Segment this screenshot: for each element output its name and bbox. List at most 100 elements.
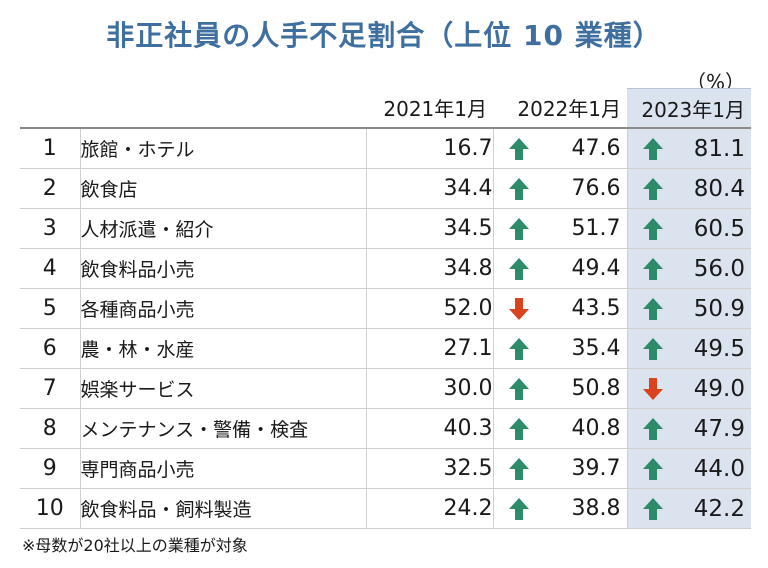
rank-cell: 7 [20,368,81,409]
value-2022: 49.4 [571,256,621,281]
rank-cell: 9 [20,448,81,489]
rank-cell: 2 [20,168,81,209]
value-2023-cell: 42.2 [627,488,751,529]
industry-cell: メンテナンス・警備・検査 [80,408,367,449]
value-2023: 49.5 [693,335,745,362]
table-header-row: 2021年1月 2022年1月 2023年1月 [20,88,751,129]
value-2021-cell: 40.3 [366,408,494,449]
value-2023: 47.9 [693,415,745,442]
rank-cell: 6 [20,328,81,369]
up-arrow-icon [508,377,530,401]
value-2023-cell: 49.0 [627,368,751,409]
value-2021-cell: 32.5 [366,448,494,489]
up-arrow-icon [642,217,664,241]
value-2022-cell: 43.5 [493,288,628,329]
header-2021: 2021年1月 [366,88,493,129]
table-row: 5 各種商品小売 52.0 43.5 50.9 [20,288,751,329]
up-arrow-icon [508,497,530,521]
value-2023: 44.0 [693,455,745,482]
industry-cell: 専門商品小売 [80,448,367,489]
up-arrow-icon [508,177,530,201]
industry-cell: 農・林・水産 [80,328,367,369]
value-2022-cell: 49.4 [493,248,628,289]
up-arrow-icon [642,177,664,201]
value-2023-cell: 49.5 [627,328,751,369]
down-arrow-icon [642,377,664,401]
value-2022: 40.8 [571,416,621,441]
up-arrow-icon [642,457,664,481]
value-2022: 43.5 [571,296,621,321]
value-2021-cell: 24.2 [366,488,494,529]
header-2023: 2023年1月 [627,88,751,129]
up-arrow-icon [508,417,530,441]
value-2022: 35.4 [571,336,621,361]
rank-cell: 5 [20,288,81,329]
value-2023: 42.2 [693,495,745,522]
value-2022-cell: 40.8 [493,408,628,449]
value-2023-cell: 50.9 [627,288,751,329]
table-row: 4 飲食料品小売 34.8 49.4 56.0 [20,248,751,289]
value-2023: 56.0 [693,255,745,282]
industry-cell: 飲食料品小売 [80,248,367,289]
industry-cell: 各種商品小売 [80,288,367,329]
value-2022: 51.7 [571,216,621,241]
table-row: 8 メンテナンス・警備・検査 40.3 40.8 47.9 [20,408,751,449]
value-2022-cell: 47.6 [493,127,628,169]
value-2022: 38.8 [571,496,621,521]
value-2023: 80.4 [693,175,745,202]
value-2021-cell: 27.1 [366,328,494,369]
value-2022: 50.8 [571,376,621,401]
value-2021-cell: 34.5 [366,208,494,249]
table-row: 6 農・林・水産 27.1 35.4 49.5 [20,328,751,369]
up-arrow-icon [642,297,664,321]
value-2021-cell: 34.4 [366,168,494,209]
up-arrow-icon [508,217,530,241]
rank-cell: 3 [20,208,81,249]
value-2023: 81.1 [693,135,745,162]
value-2022-cell: 50.8 [493,368,628,409]
ranking-table: 2021年1月 2022年1月 2023年1月 1 旅館・ホテル 16.7 47.6 8… [20,88,751,529]
value-2022: 76.6 [571,176,621,201]
page-title: 非正社員の人手不足割合（上位 10 業種） [106,19,662,52]
value-2023: 50.9 [693,295,745,322]
industry-cell: 娯楽サービス [80,368,367,409]
industry-cell: 人材派遣・紹介 [80,208,367,249]
value-2023-cell: 60.5 [627,208,751,249]
value-2022-cell: 39.7 [493,448,628,489]
table-row: 1 旅館・ホテル 16.7 47.6 81.1 [20,127,751,169]
industry-cell: 旅館・ホテル [80,127,367,169]
rank-cell: 10 [20,488,81,529]
up-arrow-icon [508,257,530,281]
value-2022: 39.7 [571,456,621,481]
header-rank [20,88,80,129]
value-2022: 47.6 [571,136,621,161]
up-arrow-icon [642,417,664,441]
table-row: 9 専門商品小売 32.5 39.7 44.0 [20,448,751,489]
value-2021-cell: 52.0 [366,288,494,329]
value-2023-cell: 80.4 [627,168,751,209]
rank-cell: 1 [20,127,81,169]
value-2022-cell: 51.7 [493,208,628,249]
value-2023-cell: 44.0 [627,448,751,489]
industry-cell: 飲食店 [80,168,367,209]
table-row: 10 飲食料品・飼料製造 24.2 38.8 42.2 [20,488,751,529]
up-arrow-icon [642,337,664,361]
header-industry [80,88,366,129]
value-2022-cell: 76.6 [493,168,628,209]
value-2021-cell: 30.0 [366,368,494,409]
up-arrow-icon [642,497,664,521]
rank-cell: 4 [20,248,81,289]
table-row: 3 人材派遣・紹介 34.5 51.7 60.5 [20,208,751,249]
value-2023-cell: 81.1 [627,127,751,169]
table-row: 7 娯楽サービス 30.0 50.8 49.0 [20,368,751,409]
up-arrow-icon [642,257,664,281]
value-2021-cell: 34.8 [366,248,494,289]
up-arrow-icon [508,457,530,481]
up-arrow-icon [508,137,530,161]
value-2023-cell: 56.0 [627,248,751,289]
up-arrow-icon [642,137,664,161]
table-body: 1 旅館・ホテル 16.7 47.6 81.1 2 飲食店 34.4 76.6 80.4 3 人材派遣… [20,127,751,529]
up-arrow-icon [508,337,530,361]
header-2022: 2022年1月 [493,88,627,129]
industry-cell: 飲食料品・飼料製造 [80,488,367,529]
